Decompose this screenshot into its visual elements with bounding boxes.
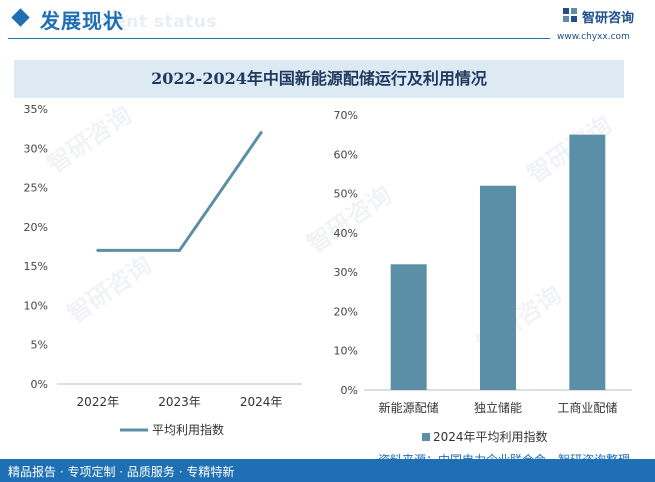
y-tick-label: 70%: [334, 109, 358, 122]
y-tick-label: 20%: [334, 305, 358, 318]
bar: [569, 134, 606, 390]
y-tick-label: 25%: [24, 182, 48, 195]
y-tick-label: 0%: [341, 384, 358, 397]
y-tick-label: 15%: [24, 260, 48, 273]
x-tick-label: 2023年: [158, 395, 201, 409]
y-tick-label: 0%: [31, 378, 48, 391]
chart-title-band: 2022-2024年中国新能源配储运行及利用情况: [14, 60, 624, 98]
data-point: [178, 248, 181, 252]
y-tick-label: 50%: [334, 188, 358, 201]
series-line: [97, 131, 263, 252]
x-tick-label: 工商业配储: [557, 400, 617, 415]
bar-chart: 0% 10% 20% 30% 40% 50% 60% 70% 新能源配储 独立储能 工商业配储 202…: [334, 109, 632, 444]
y-tick-label: 60%: [334, 148, 358, 161]
brand-url[interactable]: www.chyxx.com: [557, 32, 630, 42]
legend-label: 平均利用指数: [152, 422, 224, 437]
section-title: 发展现状: [40, 9, 124, 33]
section-subtitle-en: ment status: [96, 12, 217, 32]
brand-name: 智研咨询: [582, 11, 635, 26]
data-point: [96, 248, 100, 252]
x-tick-label: 2024年: [240, 395, 283, 409]
y-tick-label: 5%: [31, 339, 48, 352]
page-footer: 精品报告 · 专项定制 · 品质服务 · 专精特新: [0, 459, 655, 482]
y-tick-label: 30%: [24, 142, 48, 155]
header-divider: [8, 38, 550, 39]
x-tick-label: 2022年: [77, 395, 120, 409]
legend-swatch: [422, 433, 430, 441]
y-tick-label: 30%: [334, 266, 358, 279]
line-chart: 0% 5% 10% 15% 20% 25% 30% 35% 2022年 2023年 2024年平均利…: [24, 103, 302, 437]
y-tick-label: 35%: [24, 103, 48, 116]
bar: [480, 185, 516, 390]
brand-logo-icon: [563, 8, 577, 22]
page-header: ment status 发展现状 智研咨询 www.chyxx.com: [0, 0, 655, 44]
x-tick-label: 新能源配储: [379, 400, 439, 415]
chart-title: 2022-2024年中国新能源配储运行及利用情况: [151, 69, 487, 88]
x-tick-label: 独立储能: [474, 400, 522, 415]
data-point: [259, 131, 263, 135]
y-tick-label: 10%: [24, 299, 48, 312]
footer-tagline: 精品报告 · 专项定制 · 品质服务 · 专精特新: [8, 465, 235, 479]
y-tick-label: 40%: [334, 227, 358, 240]
y-tick-label: 10%: [334, 345, 358, 358]
y-tick-label: 20%: [24, 221, 48, 234]
bar: [390, 264, 427, 390]
legend-label: 2024年平均利用指数: [433, 429, 548, 444]
